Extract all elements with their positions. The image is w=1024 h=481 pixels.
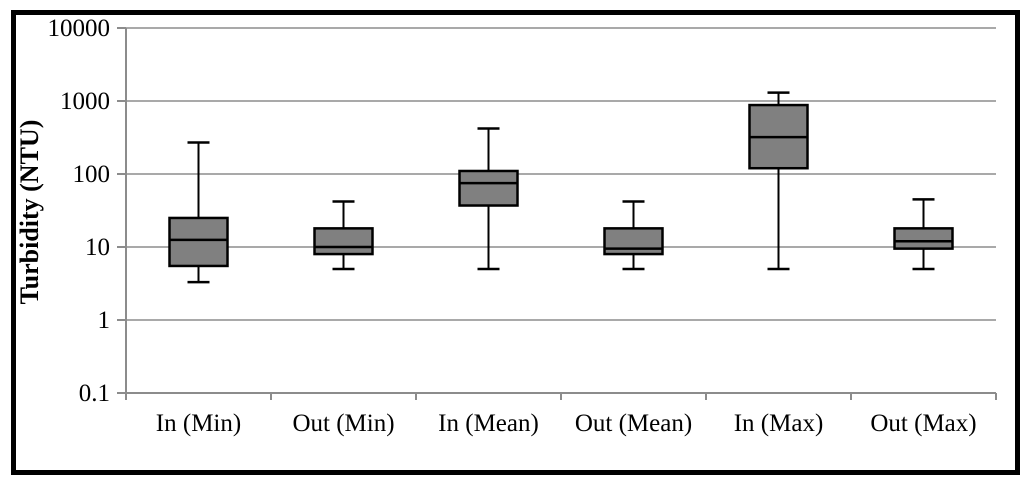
y-tick-label-1: 1 (98, 307, 111, 334)
y-tick-label-10000: 10000 (48, 15, 111, 42)
y-tick-label-1000: 1000 (60, 88, 110, 115)
x-category-label-in-min: In (Min) (156, 410, 241, 437)
x-category-label-out-max: Out (Max) (870, 410, 976, 437)
box-in-mean (458, 169, 519, 207)
box-out-mean (603, 227, 664, 256)
x-category-label-in-mean: In (Mean) (438, 410, 539, 437)
x-category-label-out-min: Out (Min) (292, 410, 394, 437)
y-tick-label-100: 100 (73, 161, 111, 188)
x-category-label-in-max: In (Max) (734, 410, 824, 437)
x-category-label-out-mean: Out (Mean) (575, 410, 692, 437)
y-tick-label-10: 10 (85, 234, 110, 261)
figure-border (11, 10, 1020, 475)
box-out-max (893, 227, 954, 250)
y-axis-title: Turbidity (NTU) (15, 120, 44, 305)
box-out-min (313, 227, 374, 256)
y-tick-label-0.1: 0.1 (79, 380, 110, 407)
box-in-min (168, 216, 229, 268)
